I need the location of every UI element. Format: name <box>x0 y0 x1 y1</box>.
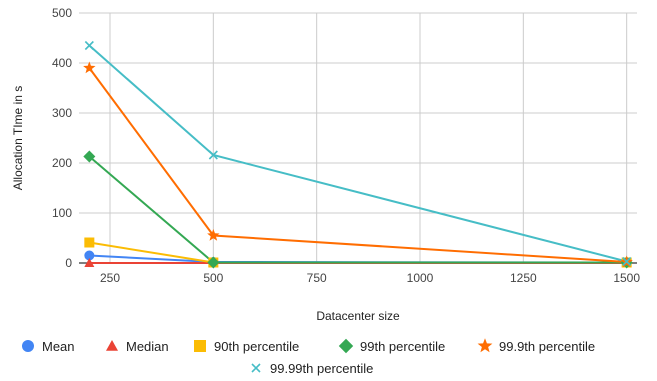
x-axis-title: Datacenter size <box>316 309 400 323</box>
legend-item-90th-percentile: 90th percentile <box>194 339 299 354</box>
data-point-99-9th-percentile <box>83 61 96 74</box>
legend-item-99-99th-percentile: 99.99th percentile <box>251 361 373 376</box>
series-line-99th-percentile <box>88 155 627 264</box>
y-tick-label: 300 <box>52 106 72 120</box>
x-tick-label: 1000 <box>407 271 434 285</box>
legend-label: Median <box>126 339 169 354</box>
series-lines <box>88 44 627 264</box>
y-tick-label: 200 <box>52 156 72 170</box>
series-line-99-9th-percentile <box>88 67 627 263</box>
y-tick-label: 400 <box>52 56 72 70</box>
x-tick-label: 250 <box>100 271 120 285</box>
legend-marker-99th-percentile <box>338 338 354 354</box>
legend-label: 99th percentile <box>360 339 445 354</box>
data-point-90th-percentile <box>84 237 95 248</box>
x-tick-label: 1500 <box>613 271 640 285</box>
series-markers <box>83 40 633 269</box>
data-point-99-9th-percentile <box>207 229 220 241</box>
data-point-99-99th-percentile <box>622 256 632 267</box>
x-tick-label: 1250 <box>510 271 537 285</box>
data-point-99-99th-percentile <box>208 150 218 160</box>
data-point-99th-percentile <box>83 150 96 163</box>
x-axis-tick-labels: 250 500 750 1000 1250 1500 <box>100 271 640 285</box>
series-line-99-99th-percentile <box>88 44 627 263</box>
legend-label: Mean <box>42 339 75 354</box>
gridlines <box>79 12 637 264</box>
legend-label: 99.99th percentile <box>270 361 373 376</box>
legend-marker-99-99th-percentile <box>251 363 261 373</box>
y-tick-label: 0 <box>65 256 72 270</box>
data-point-99-99th-percentile <box>84 40 94 51</box>
legend-item-mean: Mean <box>22 339 75 354</box>
data-point-99th-percentile <box>207 256 220 269</box>
x-tick-label: 500 <box>203 271 223 285</box>
legend-label: 99.9th percentile <box>499 339 595 354</box>
legend-marker-median <box>106 340 118 351</box>
legend: Mean Median 90th percentile 99th percentile… <box>22 338 595 376</box>
legend-marker-90th-percentile <box>194 340 206 352</box>
legend-item-99-9th-percentile: 99.9th percentile <box>477 338 595 354</box>
x-tick-label: 750 <box>307 271 327 285</box>
data-point-mean <box>84 250 95 261</box>
legend-label: 90th percentile <box>214 339 299 354</box>
y-axis-title: Allocation TIme in s <box>11 86 25 191</box>
data-point-median <box>84 258 95 267</box>
y-tick-label: 500 <box>52 6 72 20</box>
legend-marker-mean <box>22 340 34 352</box>
legend-item-99th-percentile: 99th percentile <box>338 338 445 354</box>
y-tick-label: 100 <box>52 206 72 220</box>
legend-marker-99-9th-percentile <box>477 338 493 353</box>
y-axis-tick-labels: 0 100 200 300 400 500 <box>52 6 72 270</box>
legend-item-median: Median <box>106 339 169 354</box>
